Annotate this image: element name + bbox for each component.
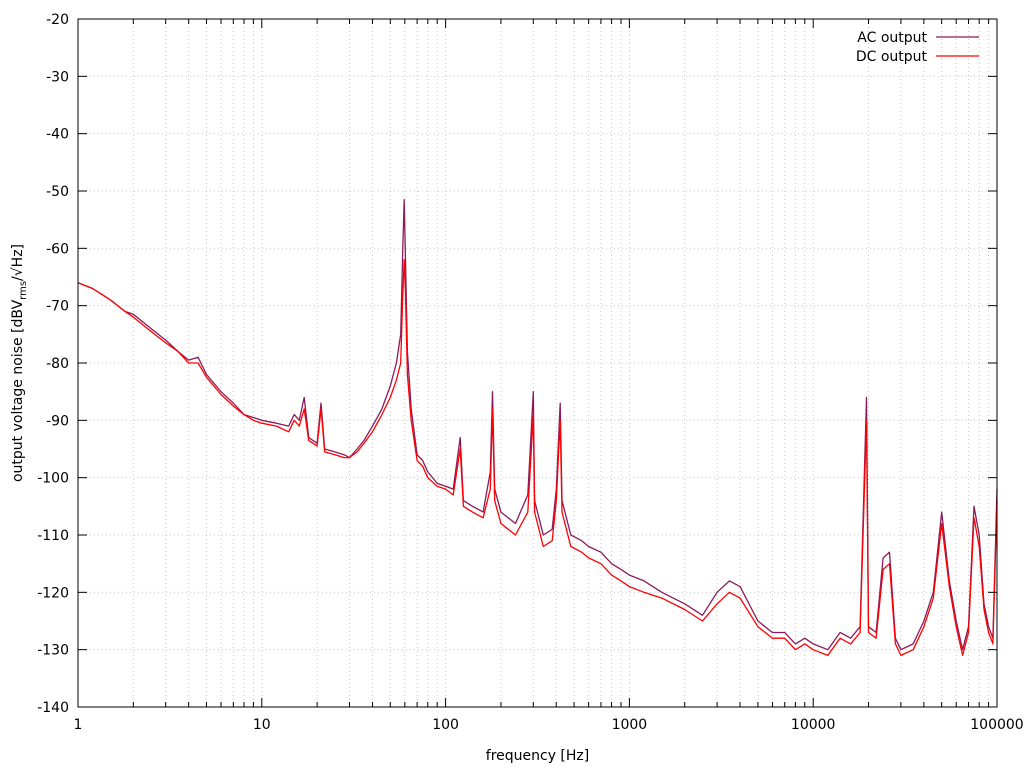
y-tick-label: -130 xyxy=(37,643,69,659)
legend-label: DC output xyxy=(856,49,928,65)
legend: AC output DC output xyxy=(856,30,979,65)
y-axis-title-tail: /√Hz] xyxy=(10,244,26,281)
axis-ticks: 1 10 100 1000 10000 100000 -20 -30 -40 -50 -60 -70 -… xyxy=(37,12,1024,733)
series-line-ac-output xyxy=(77,198,998,651)
x-axis-title: frequency [Hz] xyxy=(486,748,589,764)
y-tick-label: -20 xyxy=(46,12,69,28)
y-tick-label: -110 xyxy=(37,528,69,544)
y-tick-label: -80 xyxy=(46,356,69,372)
x-tick-label: 1000 xyxy=(612,717,648,733)
y-tick-label: -140 xyxy=(37,700,69,716)
y-tick-label: -50 xyxy=(46,184,69,200)
x-tick-label: 10 xyxy=(253,717,271,733)
legend-label: AC output xyxy=(857,30,927,46)
y-tick-label: -100 xyxy=(37,471,69,487)
y-tick-label: -60 xyxy=(46,241,69,257)
grid xyxy=(78,19,997,707)
series-lines xyxy=(77,198,998,657)
y-axis-title-sub: rms xyxy=(18,281,29,300)
y-tick-label: -30 xyxy=(46,69,69,85)
y-axis-title-main: output voltage noise [dBV xyxy=(10,299,26,482)
x-tick-label: 100 xyxy=(432,717,459,733)
y-tick-label: -120 xyxy=(37,585,69,601)
series-line-dc-output xyxy=(77,259,998,657)
y-tick-label: -70 xyxy=(46,299,69,315)
y-tick-label: -90 xyxy=(46,413,69,429)
x-tick-label: 10000 xyxy=(791,717,836,733)
x-tick-label: 100000 xyxy=(970,717,1023,733)
x-tick-label: 1 xyxy=(74,717,83,733)
y-tick-label: -40 xyxy=(46,127,69,143)
y-axis-title: output voltage noise [dBVrms/√Hz] xyxy=(10,244,29,482)
